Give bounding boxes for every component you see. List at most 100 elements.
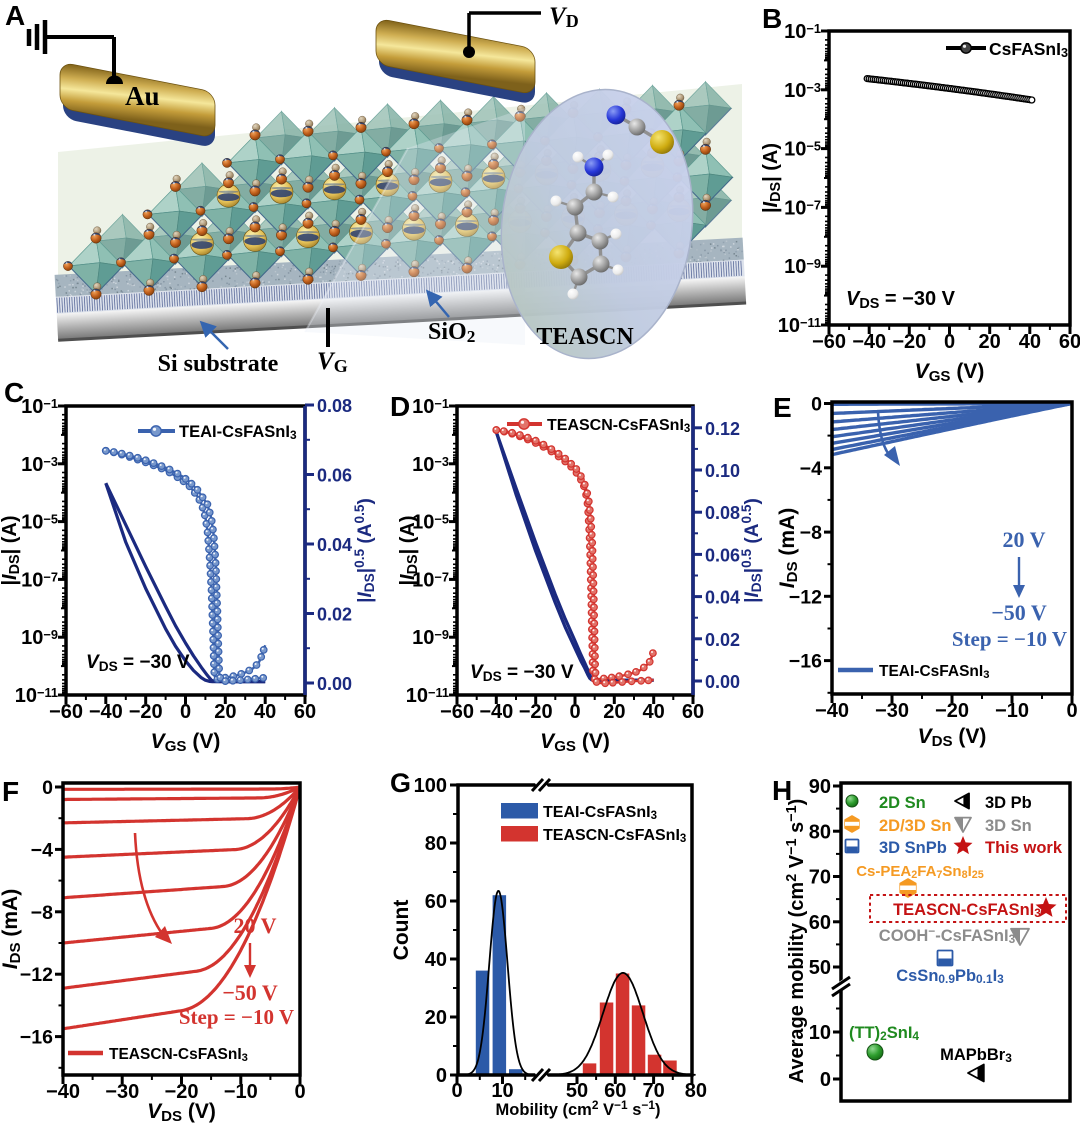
svg-text:0.06: 0.06 bbox=[705, 545, 740, 565]
svg-text:10−1: 10−1 bbox=[784, 21, 821, 43]
svg-text:|IDS|0.5 (A0.5): |IDS|0.5 (A0.5) bbox=[739, 498, 764, 603]
svg-text:TEASCN: TEASCN bbox=[536, 324, 634, 350]
svg-text:20 V: 20 V bbox=[234, 913, 277, 938]
svg-text:Mobility (cm2 V−1 s−1): Mobility (cm2 V−1 s−1) bbox=[496, 1098, 661, 1119]
svg-text:10−9: 10−9 bbox=[784, 256, 821, 278]
svg-text:TEASCN-CsFASnI3: TEASCN-CsFASnI3 bbox=[109, 1046, 248, 1064]
svg-text:0.00: 0.00 bbox=[317, 674, 352, 694]
svg-text:0.04: 0.04 bbox=[705, 588, 740, 608]
svg-text:40: 40 bbox=[1019, 331, 1041, 353]
svg-text:COOH−-CsFASnI3: COOH−-CsFASnI3 bbox=[879, 924, 1016, 946]
svg-text:20: 20 bbox=[214, 701, 236, 723]
svg-text:50: 50 bbox=[566, 1080, 588, 1102]
svg-text:−60: −60 bbox=[440, 701, 474, 723]
svg-text:10−5: 10−5 bbox=[21, 511, 58, 533]
svg-text:−20: −20 bbox=[129, 701, 163, 723]
svg-text:0.08: 0.08 bbox=[317, 396, 352, 416]
svg-text:−16: −16 bbox=[789, 651, 822, 673]
svg-text:−50 V: −50 V bbox=[991, 600, 1047, 625]
svg-text:−30: −30 bbox=[105, 1081, 139, 1103]
svg-text:−20: −20 bbox=[519, 701, 553, 723]
svg-text:Count: Count bbox=[390, 900, 413, 961]
svg-text:−30: −30 bbox=[875, 700, 909, 722]
svg-text:3D Pb: 3D Pb bbox=[985, 794, 1032, 812]
svg-text:20: 20 bbox=[603, 701, 625, 723]
svg-text:F: F bbox=[2, 776, 19, 807]
svg-text:−40: −40 bbox=[815, 700, 849, 722]
svg-text:TEASCN-CsFASnI3: TEASCN-CsFASnI3 bbox=[547, 417, 690, 435]
svg-text:−12: −12 bbox=[789, 586, 822, 608]
svg-text:−4: −4 bbox=[31, 839, 53, 861]
svg-text:10−3: 10−3 bbox=[784, 80, 821, 102]
svg-text:Step = −10 V: Step = −10 V bbox=[952, 627, 1067, 651]
svg-text:10−5: 10−5 bbox=[784, 138, 821, 160]
svg-text:H: H bbox=[772, 775, 792, 806]
svg-text:10: 10 bbox=[809, 1022, 831, 1044]
svg-text:10−1: 10−1 bbox=[21, 396, 58, 418]
svg-text:−20: −20 bbox=[165, 1081, 199, 1103]
svg-text:60: 60 bbox=[809, 912, 831, 934]
svg-text:TEAI-CsFASnI3: TEAI-CsFASnI3 bbox=[179, 423, 297, 442]
svg-text:−50 V: −50 V bbox=[222, 980, 278, 1005]
svg-text:VDS (V): VDS (V) bbox=[147, 1100, 216, 1125]
svg-text:40: 40 bbox=[425, 949, 447, 971]
svg-text:E: E bbox=[773, 392, 792, 423]
svg-text:VGS (V): VGS (V) bbox=[540, 730, 610, 755]
svg-text:0: 0 bbox=[820, 1069, 831, 1091]
svg-text:−16: −16 bbox=[20, 1027, 53, 1049]
svg-text:0.12: 0.12 bbox=[705, 419, 740, 439]
svg-text:TEAI-CsFASnI3: TEAI-CsFASnI3 bbox=[879, 663, 989, 681]
svg-text:20 V: 20 V bbox=[1003, 527, 1046, 552]
svg-text:−12: −12 bbox=[20, 964, 53, 986]
svg-text:20: 20 bbox=[425, 1007, 447, 1029]
svg-text:VDS (V): VDS (V) bbox=[918, 725, 987, 750]
svg-text:CsFASnI3: CsFASnI3 bbox=[989, 39, 1068, 60]
svg-text:0: 0 bbox=[944, 331, 955, 353]
svg-text:0.10: 0.10 bbox=[705, 461, 740, 481]
svg-text:60: 60 bbox=[425, 891, 447, 913]
svg-text:10−1: 10−1 bbox=[412, 396, 449, 418]
svg-text:Average mobility (cm2 V−1 s−1): Average mobility (cm2 V−1 s−1) bbox=[784, 799, 808, 1084]
svg-text:10−7: 10−7 bbox=[21, 569, 58, 591]
svg-text:|IDS| (A): |IDS| (A) bbox=[0, 515, 23, 585]
svg-text:−40: −40 bbox=[46, 1081, 80, 1103]
svg-text:10−3: 10−3 bbox=[412, 454, 449, 476]
svg-text:−60: −60 bbox=[49, 701, 83, 723]
svg-text:0: 0 bbox=[180, 701, 191, 723]
svg-text:VGS (V): VGS (V) bbox=[151, 730, 221, 755]
svg-text:0: 0 bbox=[451, 1080, 462, 1102]
svg-text:0: 0 bbox=[42, 777, 53, 799]
svg-text:100: 100 bbox=[414, 775, 447, 797]
svg-text:−60: −60 bbox=[812, 331, 846, 353]
svg-text:40: 40 bbox=[254, 701, 276, 723]
svg-text:(TT)2SnI4: (TT)2SnI4 bbox=[849, 1024, 919, 1043]
svg-text:CsSn0.9Pb0.1I3: CsSn0.9Pb0.1I3 bbox=[896, 967, 1004, 986]
svg-text:60: 60 bbox=[604, 1080, 626, 1102]
svg-text:80: 80 bbox=[809, 821, 831, 843]
svg-text:D: D bbox=[390, 391, 410, 422]
svg-text:|IDS|0.5 (A0.5): |IDS|0.5 (A0.5) bbox=[352, 498, 377, 603]
svg-text:0.04: 0.04 bbox=[317, 535, 352, 555]
svg-text:10: 10 bbox=[491, 1080, 513, 1102]
svg-text:VDS = −30 V: VDS = −30 V bbox=[86, 652, 190, 674]
svg-text:0.02: 0.02 bbox=[705, 630, 740, 650]
svg-text:Step = −10 V: Step = −10 V bbox=[179, 1005, 294, 1029]
svg-text:VG: VG bbox=[317, 348, 348, 376]
svg-text:TEASCN-CsFASnI3: TEASCN-CsFASnI3 bbox=[543, 827, 686, 845]
svg-text:−8: −8 bbox=[31, 902, 53, 924]
svg-text:10−3: 10−3 bbox=[21, 454, 58, 476]
svg-text:2D Sn: 2D Sn bbox=[879, 794, 926, 812]
svg-text:60: 60 bbox=[682, 701, 704, 723]
svg-text:50: 50 bbox=[809, 957, 831, 979]
svg-text:80: 80 bbox=[685, 1080, 707, 1102]
svg-text:VGS (V): VGS (V) bbox=[915, 360, 985, 385]
svg-text:40: 40 bbox=[643, 701, 665, 723]
svg-text:Au: Au bbox=[125, 81, 160, 111]
svg-text:3D Sn: 3D Sn bbox=[985, 817, 1032, 835]
svg-text:0.06: 0.06 bbox=[317, 466, 352, 486]
svg-text:0.08: 0.08 bbox=[705, 503, 740, 523]
svg-text:2D/3D Sn: 2D/3D Sn bbox=[879, 817, 951, 835]
svg-text:80: 80 bbox=[425, 833, 447, 855]
svg-text:SiO2: SiO2 bbox=[428, 319, 475, 346]
svg-text:|IDS| (A): |IDS| (A) bbox=[760, 143, 784, 213]
